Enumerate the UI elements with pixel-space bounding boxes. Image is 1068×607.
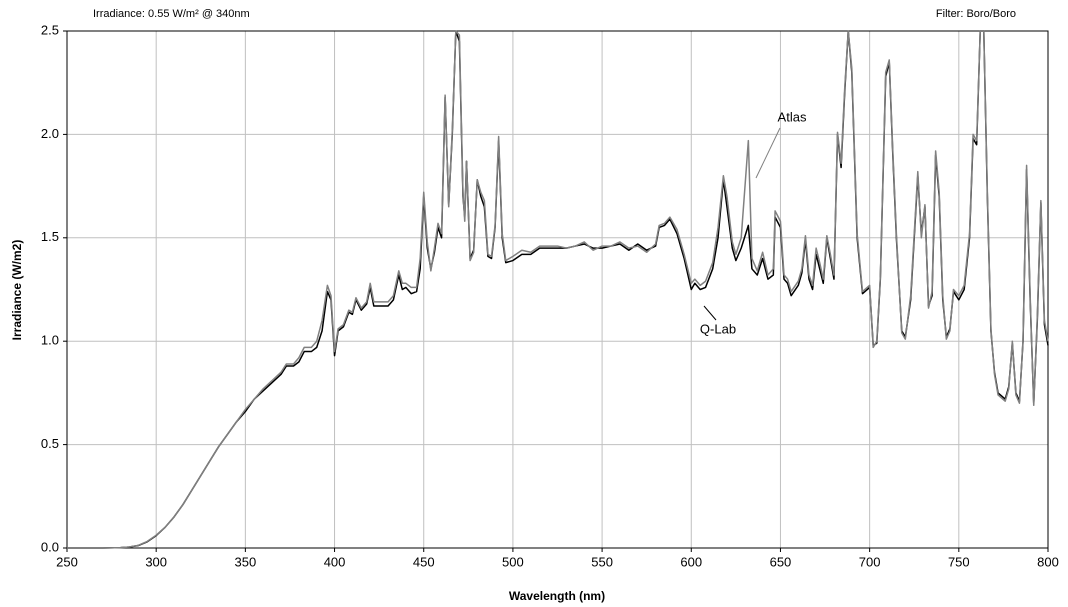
y-axis-title: Irradiance (W/m2) <box>10 240 24 341</box>
leader-line <box>755 127 781 179</box>
y-tick-label: 0.5 <box>41 436 59 451</box>
leader-line <box>703 305 717 321</box>
x-tick-label: 600 <box>680 554 702 569</box>
y-tick-label: 1.5 <box>41 229 59 244</box>
annotation: Irradiance: 0.55 W/m² @ 340nm <box>93 8 250 20</box>
x-tick-label: 500 <box>502 554 524 569</box>
y-tick-label: 0.0 <box>41 539 59 554</box>
plot-border <box>66 30 1049 549</box>
x-tick-label: 750 <box>948 554 970 569</box>
y-tick-label: 2.5 <box>41 22 59 37</box>
x-tick-label: 300 <box>145 554 167 569</box>
x-axis-title: Wavelength (nm) <box>509 589 605 603</box>
series-label: Atlas <box>778 109 807 124</box>
x-tick-label: 650 <box>770 554 792 569</box>
x-tick-label: 450 <box>413 554 435 569</box>
y-tick-label: 2.0 <box>41 126 59 141</box>
x-tick-label: 550 <box>591 554 613 569</box>
annotation: Filter: Boro/Boro <box>936 8 1016 20</box>
series-label: Q-Lab <box>700 321 736 336</box>
x-tick-label: 700 <box>859 554 881 569</box>
x-tick-label: 350 <box>235 554 257 569</box>
x-tick-label: 250 <box>56 554 78 569</box>
y-tick-label: 1.0 <box>41 333 59 348</box>
x-tick-label: 800 <box>1037 554 1059 569</box>
series-line <box>67 30 1049 549</box>
x-tick-label: 400 <box>324 554 346 569</box>
